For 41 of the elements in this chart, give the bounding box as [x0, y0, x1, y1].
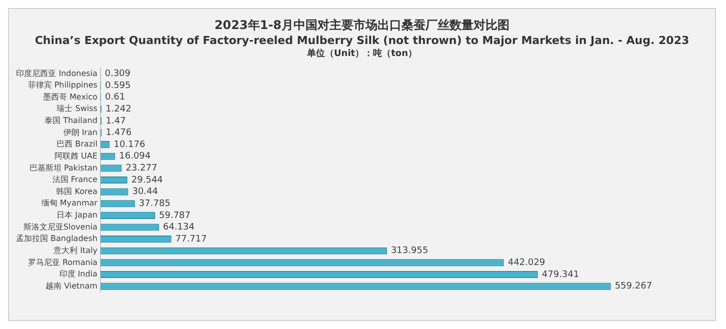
- y-tick-label: 越南 Vietnam: [46, 281, 98, 290]
- y-tick-label: 印度 India: [59, 270, 98, 279]
- y-tick-label: 印度尼西亚 Indonesia: [16, 68, 98, 78]
- y-tick-label: 罗马尼亚 Romania: [28, 258, 98, 267]
- y-tick-label: 孟加拉国 Bangladesh: [16, 234, 98, 244]
- data-label: 23.277: [126, 164, 158, 174]
- y-tick-label: 韩国 Korea: [56, 186, 98, 196]
- text: 单位（Unit）：吨（ton）: [306, 47, 418, 60]
- y-tick-label: 法国 France: [52, 175, 98, 184]
- y-tick-label: 巴基斯坦 Pakistan: [29, 163, 98, 172]
- y-tick-label: 瑞士 Swiss: [56, 104, 98, 114]
- data-label: 1.476: [106, 128, 132, 138]
- chart-subtitle: China’s Export Quantity of Factory-reeled Mulberry Silk (not thrown) to Major Markets in Jan. - Aug. 2023: [34, 34, 690, 47]
- data-label: 313.955: [390, 246, 428, 256]
- data-label: 1.47: [106, 116, 126, 126]
- y-tick-label: 斯洛文尼亚Slovenia: [23, 222, 98, 232]
- data-label: 29.544: [131, 175, 164, 186]
- data-label: 64.134: [162, 222, 195, 233]
- data-label: 37.785: [138, 198, 170, 209]
- data-label: 0.309: [104, 69, 131, 80]
- y-tick-label: 巴西 Brazil: [56, 140, 98, 149]
- y-tick-label: 阿联酋 UAE: [54, 151, 98, 160]
- chart-title: 2023年1-8月中国对主要市场出口桑蚕厂丝数量对比图: [213, 17, 511, 34]
- data-label: 10.176: [114, 140, 146, 150]
- data-label: 0.595: [104, 80, 131, 91]
- y-tick-label: 意大利 Italy: [52, 246, 98, 255]
- y-tick-label: 泰国 Thailand: [44, 116, 98, 126]
- data-label: 559.267: [614, 282, 652, 292]
- data-label: 59.787: [159, 210, 191, 221]
- data-label: 1.242: [106, 104, 132, 114]
- y-tick-label: 墨西哥 Mexico: [42, 92, 98, 102]
- data-label: 0.61: [105, 92, 126, 103]
- data-label: 30.44: [132, 187, 158, 198]
- y-tick-label: 缅甸 Myanmar: [41, 198, 98, 208]
- y-tick-label: 伊朗 Iran: [63, 128, 98, 137]
- data-label: 77.717: [175, 234, 207, 244]
- y-tick-label: 日本 Japan: [56, 210, 98, 220]
- y-tick-label: 菲律宾 Philippines: [28, 80, 98, 90]
- data-label: 479.341: [542, 270, 580, 280]
- data-label: 16.094: [119, 152, 151, 162]
- data-label: 442.029: [508, 258, 546, 268]
